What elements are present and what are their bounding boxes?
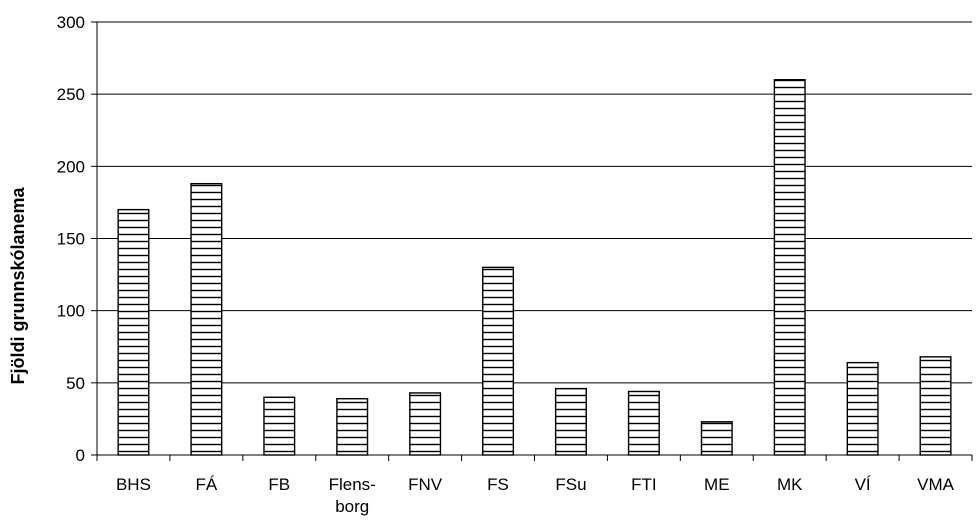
y-tick-label: 150: [57, 230, 85, 249]
bar: [919, 356, 952, 456]
x-tick-label: VMA: [917, 475, 955, 494]
bar: [336, 398, 369, 456]
bar: [554, 387, 587, 456]
bar: [409, 392, 442, 456]
bar: [627, 390, 660, 456]
y-tick-labels: 0 50 100 150 200 250 300: [57, 13, 85, 465]
y-tick-label: 100: [57, 302, 85, 321]
x-tick-label: BHS: [116, 475, 151, 494]
bar: [700, 421, 733, 456]
bar: [117, 208, 150, 456]
y-tick-label: 50: [66, 374, 85, 393]
bar: [846, 361, 879, 456]
x-tick-label: FNV: [408, 475, 443, 494]
bars: [117, 79, 952, 456]
x-tick-label: Flens-borg: [329, 475, 376, 516]
bar: [263, 396, 296, 456]
y-tick-label: 0: [76, 446, 85, 465]
y-tick-label: 250: [57, 85, 85, 104]
x-tick-label: VÍ: [855, 475, 871, 494]
y-tick-label: 200: [57, 157, 85, 176]
gridlines: [97, 21, 972, 384]
x-tick-label: FÁ: [196, 475, 218, 494]
x-tick-label: FS: [487, 475, 509, 494]
x-tick-label: FTI: [631, 475, 657, 494]
axes: [91, 21, 973, 461]
y-tick-label: 300: [57, 13, 85, 32]
x-tick-label: MK: [777, 475, 803, 494]
x-tick-labels: BHS FÁ FB Flens-borg FNV FS FSu FTI ME MK VÍ VMA: [116, 475, 955, 516]
y-axis-title: Fjöldi grunnskólanema: [8, 187, 28, 385]
x-tick-label: ME: [704, 475, 730, 494]
bar: [190, 182, 223, 456]
x-tick-label: FSu: [555, 475, 586, 494]
x-tick-label: FB: [268, 475, 290, 494]
bar: [773, 79, 806, 456]
bar: [482, 266, 515, 456]
